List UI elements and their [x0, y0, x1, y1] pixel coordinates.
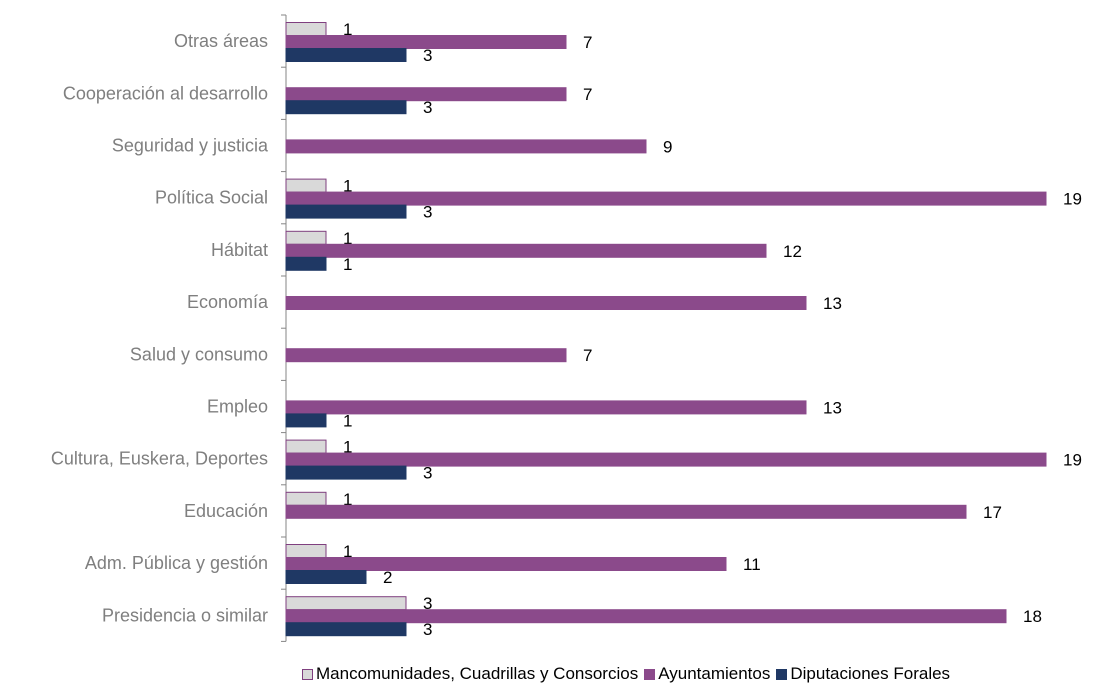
- category-label: Adm. Pública y gestión: [85, 553, 268, 573]
- legend-item-ayuntamientos: Ayuntamientos: [644, 664, 770, 684]
- bar: [285, 413, 327, 428]
- bar: [285, 100, 407, 115]
- data-label: 1: [343, 255, 352, 274]
- data-label: 13: [823, 398, 842, 417]
- data-label: 18: [1023, 607, 1042, 626]
- bar: [285, 243, 767, 258]
- data-label: 7: [583, 85, 592, 104]
- category-label: Presidencia o similar: [102, 605, 268, 625]
- data-label: 3: [423, 98, 432, 117]
- legend-swatch-diputaciones: [776, 668, 788, 680]
- data-label: 13: [823, 294, 842, 313]
- category-label: Economía: [187, 292, 269, 312]
- bar: [285, 504, 967, 519]
- legend-swatch-ayuntamientos: [644, 668, 656, 680]
- category-label: Cultura, Euskera, Deportes: [51, 449, 268, 469]
- bar: [285, 230, 327, 245]
- data-label: 2: [383, 568, 392, 587]
- legend-label-diputaciones: Diputaciones Forales: [790, 664, 951, 683]
- bar: [285, 35, 567, 49]
- bar: [285, 256, 327, 271]
- category-label: Empleo: [207, 397, 268, 417]
- data-label: 3: [423, 594, 432, 613]
- bar: [285, 48, 407, 62]
- bar: [285, 570, 367, 584]
- category-label: Salud y consumo: [130, 344, 268, 364]
- category-label: Hábitat: [211, 240, 268, 260]
- bar: [285, 465, 407, 480]
- data-label: 9: [663, 137, 672, 156]
- data-label: 17: [983, 503, 1002, 522]
- bar: [285, 191, 1047, 206]
- data-label: 19: [1063, 451, 1082, 470]
- category-label: Otras áreas: [174, 31, 268, 51]
- data-label: 1: [343, 20, 352, 39]
- bar: [285, 139, 647, 154]
- data-label: 12: [783, 242, 802, 261]
- data-label: 3: [423, 203, 432, 222]
- data-label: 1: [343, 542, 352, 561]
- data-label: 3: [423, 46, 432, 65]
- bar: [285, 596, 407, 611]
- bar: [285, 557, 727, 571]
- data-label: 3: [423, 464, 432, 483]
- data-label: 11: [743, 555, 761, 574]
- data-label: 3: [423, 620, 432, 639]
- bar: [285, 22, 327, 36]
- bar: [285, 178, 327, 193]
- legend-label-mancomunidades: Mancomunidades, Cuadrillas y Consorcios: [316, 664, 639, 683]
- bar: [285, 87, 567, 102]
- legend-item-diputaciones: Diputaciones Forales: [776, 664, 950, 684]
- data-label: 1: [343, 490, 352, 509]
- bar: [285, 348, 567, 363]
- bar: [285, 296, 807, 310]
- bar: [285, 452, 1047, 467]
- category-label: Política Social: [155, 188, 268, 208]
- legend: Mancomunidades, Cuadrillas y Consorcios …: [302, 664, 956, 684]
- bar: [285, 622, 407, 637]
- bar: [285, 439, 327, 454]
- bar: [285, 609, 1007, 624]
- category-label: Cooperación al desarrollo: [63, 83, 268, 103]
- legend-swatch-mancomunidades: [302, 668, 313, 680]
- data-label: 1: [343, 411, 352, 430]
- data-label: 7: [583, 346, 592, 365]
- bar: [285, 491, 327, 506]
- legend-item-mancomunidades: Mancomunidades, Cuadrillas y Consorcios: [302, 664, 638, 684]
- data-label: 1: [343, 177, 352, 196]
- data-label: 1: [343, 229, 352, 248]
- legend-label-ayuntamientos: Ayuntamientos: [658, 664, 771, 683]
- bar: [285, 544, 327, 558]
- category-label: Seguridad y justicia: [112, 136, 269, 156]
- data-label: 1: [343, 438, 352, 457]
- data-label: 7: [583, 33, 592, 52]
- data-label: 19: [1063, 190, 1082, 209]
- bar: [285, 400, 807, 415]
- category-label: Educación: [184, 501, 268, 521]
- bar: [285, 204, 407, 219]
